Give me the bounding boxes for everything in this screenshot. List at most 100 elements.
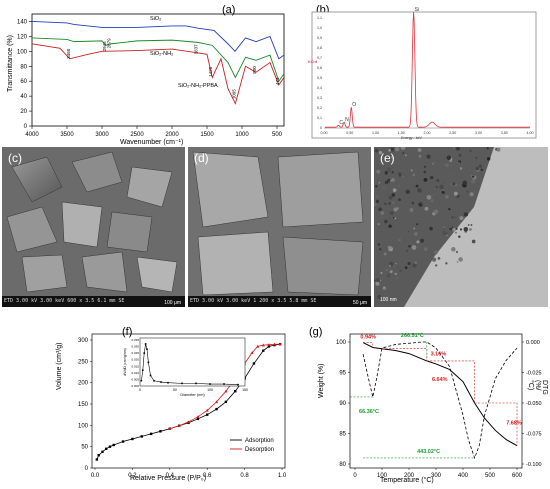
bet-desorption-point	[177, 424, 181, 427]
tem-particle	[456, 161, 461, 166]
bet-desorption-point	[278, 342, 282, 346]
sem-scale-c: 100 μm	[164, 300, 181, 306]
bet-xtick-label: 1.0	[278, 473, 287, 479]
sem-texture-d	[188, 147, 371, 307]
eds-peak-label: C	[339, 120, 343, 126]
tga-xlabel: Temperature (°C)	[380, 477, 434, 484]
tem-particle	[387, 178, 391, 183]
tem-particle	[376, 195, 379, 198]
bet-inset-ytick-label: 0.035	[131, 338, 139, 342]
tem-particle	[446, 155, 452, 161]
ftir-xtick-label: 1000	[235, 132, 249, 138]
tem-particle	[430, 176, 434, 180]
tem-particle	[455, 250, 459, 254]
tem-particle	[442, 162, 446, 166]
bet-inset-point	[181, 382, 183, 385]
panel-d-letter: (d)	[194, 151, 209, 165]
tga-chart: 0 100 200 300 400 500 600 80 85 90 95 100 0.000 -0.02…	[336, 333, 542, 479]
tem-particle	[445, 163, 449, 168]
bet-xtick-label: 0.6	[203, 473, 212, 479]
tga-ytick2-label: 0.000	[526, 340, 540, 346]
tem-particle	[391, 171, 394, 174]
tem-particle	[413, 227, 416, 230]
tem-particle	[410, 169, 413, 172]
tem-particle	[414, 261, 418, 265]
tem-particle	[376, 277, 381, 283]
ftir-xtick-label: 2000	[165, 132, 179, 138]
eds-xtick-label: 1,00	[372, 131, 379, 135]
tem-particle	[423, 165, 427, 168]
tem-particle	[383, 154, 388, 158]
tga-ytick-label: 95	[339, 371, 346, 377]
bet-inset-point	[153, 379, 155, 382]
tem-particle	[423, 170, 427, 174]
bet-desorption-point	[196, 415, 200, 418]
eds-xtick-label: 0,50	[346, 131, 353, 135]
tem-particle	[420, 238, 425, 243]
tem-particle	[445, 195, 449, 199]
tem-particle	[475, 156, 478, 159]
eds-ytick-label: 0,8	[317, 46, 322, 50]
bet-legend-label: Adsorption	[245, 438, 274, 444]
tem-particle	[382, 186, 386, 190]
bet-adsorption-point	[131, 437, 134, 441]
tem-particle	[377, 224, 381, 229]
sem-image-c: (c) ETD 3.00 kV 3.00 keV 600 x 3.5 6.1 m…	[2, 147, 185, 307]
bet-xlabel: Relative Pressure (P/P₀)	[130, 475, 207, 482]
tem-particle	[396, 181, 399, 184]
tem-particle	[423, 177, 428, 182]
tga-temp-label: 443.02°C	[417, 449, 440, 455]
tem-particle	[374, 149, 379, 153]
ftir-xlabel: Wavenumber (cm⁻¹)	[120, 139, 184, 146]
tem-particle	[380, 211, 385, 215]
ftir-xtick-label: 1500	[200, 132, 214, 138]
eds-peak-label: O	[352, 102, 356, 108]
tem-particle	[378, 151, 383, 155]
tem-particle	[442, 230, 447, 236]
tem-particle	[463, 212, 469, 217]
tem-particle	[450, 182, 453, 186]
bet-inset-point	[167, 381, 169, 384]
tem-particle	[384, 171, 389, 175]
tem-particle	[471, 175, 475, 178]
tem-particle	[469, 228, 472, 231]
bet-adsorption-point	[224, 400, 228, 404]
bet-inset-ytick-label: 0.000	[131, 384, 139, 388]
tem-particle	[475, 166, 479, 171]
tem-particle	[377, 223, 380, 226]
bet-adsorption-point	[101, 450, 104, 453]
tem-particle	[407, 261, 411, 266]
tem-particle	[416, 240, 420, 244]
tem-particle	[375, 281, 380, 286]
tem-particle	[375, 199, 380, 204]
ftir-ytick-label: 0	[24, 124, 28, 130]
bet-desorption-point	[267, 343, 271, 346]
eds-ytick-label: 0,9	[317, 36, 322, 40]
eds-ytick-label: 1,1	[317, 16, 322, 20]
bet-plot-frame	[91, 333, 286, 469]
tem-particle	[417, 148, 422, 152]
tem-particle	[467, 224, 470, 226]
bet-inset-ylabel: dV/dD (cm³/g/nm)	[123, 348, 127, 376]
ftir-series-line	[31, 21, 285, 60]
tem-particle	[448, 224, 453, 229]
tem-particle	[443, 226, 446, 229]
eds-peak-label: Si	[415, 7, 419, 13]
ftir-ylabel: Transmittance (%)	[6, 35, 14, 92]
tem-scale: 100 nm	[380, 297, 397, 303]
sem-image-d: (d) ETD 3.00 kV 3.00 keV 1 200 x 3.5 5.8…	[188, 147, 371, 307]
tem-particle	[394, 272, 397, 276]
tem-particle	[415, 184, 419, 188]
tem-particle	[409, 207, 414, 212]
tem-particle	[408, 244, 411, 248]
tem-particle	[431, 257, 437, 262]
eds-peak-label: N	[345, 117, 349, 123]
bet-adsorption-point	[97, 454, 100, 457]
tem-particle	[470, 224, 473, 226]
tem-particle	[398, 174, 402, 177]
tem-particle	[429, 226, 433, 231]
tem-particle	[391, 155, 394, 159]
tem-particle	[383, 252, 387, 256]
tem-particle	[378, 181, 381, 184]
bet-inset-point	[143, 352, 145, 354]
